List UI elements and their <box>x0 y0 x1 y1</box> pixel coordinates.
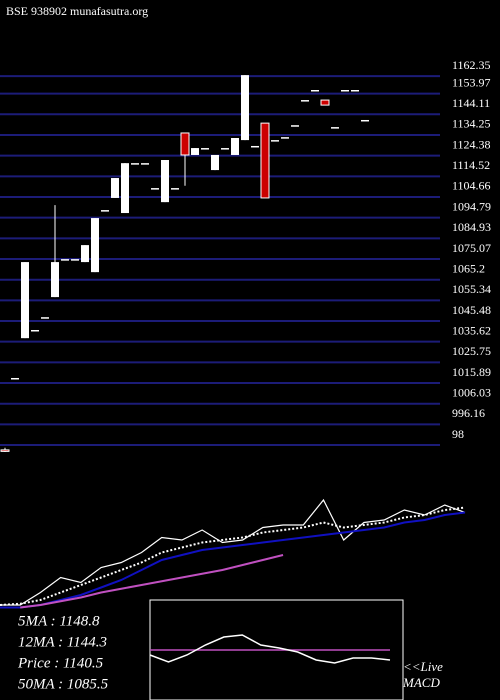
candle-body <box>141 163 149 165</box>
y-tick-label: 1055.34 <box>452 282 491 296</box>
y-tick-label: 1006.03 <box>452 385 491 399</box>
candle-body <box>241 75 249 141</box>
candle-body <box>0 449 10 452</box>
candle-body <box>191 148 199 155</box>
candle-body <box>61 259 69 261</box>
y-tick-label: 1025.75 <box>452 344 491 358</box>
candle-body <box>31 329 39 332</box>
candle-body <box>301 100 309 102</box>
candle-body <box>231 138 239 155</box>
candle-body <box>51 262 59 298</box>
candle-body <box>361 119 369 122</box>
y-tick-label: 1015.89 <box>452 365 491 379</box>
y-tick-label: 1084.93 <box>452 220 491 234</box>
candle-body <box>291 125 299 127</box>
ma-line <box>0 511 466 609</box>
y-tick-label: 1075.07 <box>452 241 491 255</box>
stat-label: Price : 1140.5 <box>17 655 104 671</box>
candle-body <box>351 90 359 92</box>
candle-body <box>41 317 49 319</box>
candle-body <box>81 245 89 263</box>
candle-body <box>91 218 99 273</box>
candle-body <box>171 188 179 190</box>
y-tick-label: 996.16 <box>452 406 485 420</box>
macd-label-part: MACD <box>402 675 440 690</box>
y-tick-label: 1035.62 <box>452 323 491 337</box>
candle-body <box>341 90 349 92</box>
candle-body <box>21 262 29 339</box>
y-tick-label: 1124.38 <box>452 137 491 151</box>
y-tick-label: 1134.25 <box>452 117 491 131</box>
candle-body <box>271 140 279 142</box>
candle-body <box>151 188 159 190</box>
ma-line <box>20 554 284 609</box>
candle-body <box>11 377 19 380</box>
ma-line <box>0 498 466 606</box>
candle-body <box>281 137 289 139</box>
candle-body <box>71 259 79 261</box>
candle-body <box>331 127 339 129</box>
chart-title: BSE 938902 munafasutra.org <box>6 4 148 18</box>
candle-body <box>221 148 229 150</box>
y-tick-label: 1104.66 <box>452 179 491 193</box>
y-tick-label: 98 <box>452 427 464 441</box>
macd-label-part: <<Live <box>403 659 443 674</box>
candle-body <box>121 163 129 214</box>
ma-line <box>0 506 466 606</box>
candle-body <box>101 210 109 212</box>
y-tick-label: 1094.79 <box>452 199 491 213</box>
candle-body <box>251 145 259 148</box>
candle-body <box>180 132 190 156</box>
y-tick-label: 1045.48 <box>452 303 491 317</box>
stat-label: 5MA : 1148.8 <box>18 613 100 629</box>
candle-body <box>201 148 209 150</box>
macd-label: <<Live MACD <box>402 659 443 690</box>
y-tick-label: 1065.2 <box>452 261 485 275</box>
macd-line <box>149 634 391 664</box>
candle-body <box>260 122 270 199</box>
candle-body <box>131 163 139 165</box>
y-tick-label: 1144.11 <box>452 96 490 110</box>
candle-body <box>111 178 119 198</box>
stat-label: 12MA : 1144.3 <box>18 634 107 650</box>
y-tick-label: 1162.35 <box>452 58 491 72</box>
candle-body <box>211 154 219 171</box>
stat-label: 50MA : 1085.5 <box>18 676 109 692</box>
y-tick-label: 1153.97 <box>452 75 491 89</box>
candle-body <box>311 90 319 92</box>
candle-body <box>320 99 330 106</box>
candle-body <box>161 160 169 203</box>
y-tick-label: 1114.52 <box>452 158 490 172</box>
